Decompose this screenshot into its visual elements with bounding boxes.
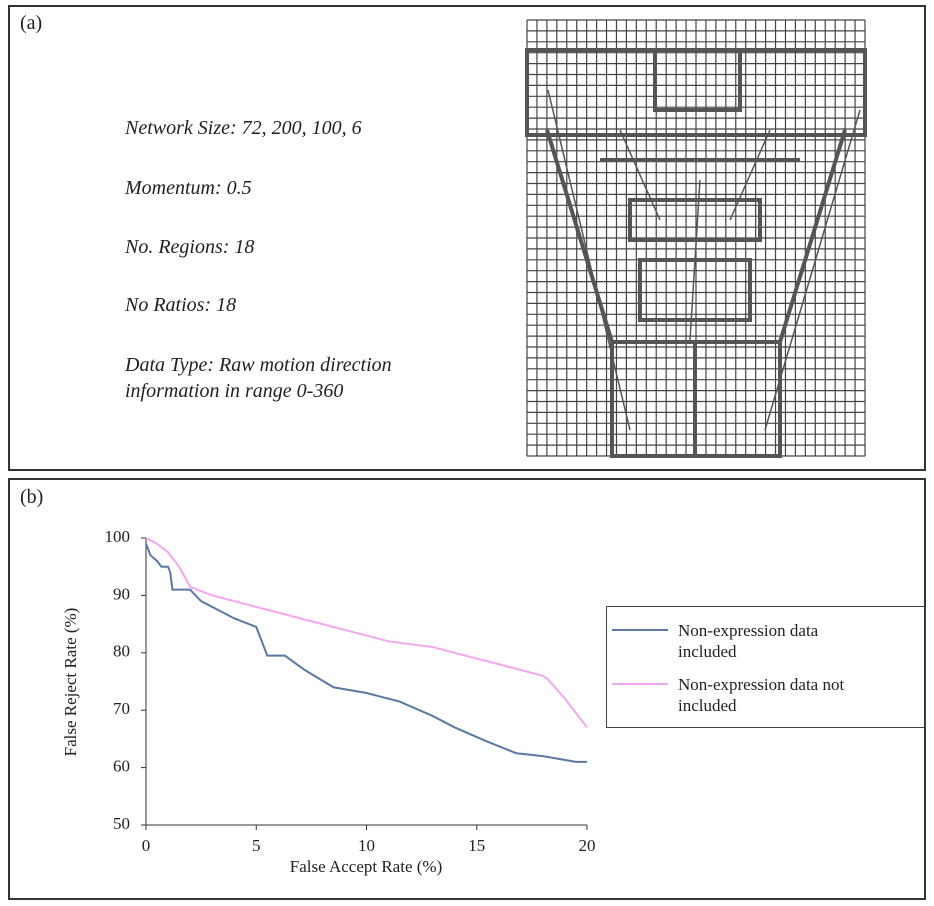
- region-outline: [545, 129, 847, 343]
- legend-label: Non-expression data included: [678, 621, 819, 661]
- region-outline: [525, 48, 867, 137]
- y-axis-title: False Reject Rate (%): [61, 608, 80, 757]
- parameter-text: Data Type: Raw motion direction informat…: [125, 354, 392, 402]
- panel-label: (a): [20, 12, 43, 34]
- x-tick-label: 0: [142, 836, 151, 855]
- y-tick-label: 50: [113, 814, 130, 833]
- y-tick-label: 80: [113, 642, 130, 661]
- parameter-text: No. Regions: 18: [125, 236, 255, 258]
- x-axis-title: False Accept Rate (%): [290, 857, 442, 876]
- x-tick-label: 5: [252, 836, 261, 855]
- region-arrow: [547, 89, 631, 431]
- series-line: [145, 537, 588, 729]
- y-tick-label: 90: [113, 584, 130, 603]
- x-tick-label: 20: [579, 836, 596, 855]
- panel-label: (b): [20, 486, 44, 508]
- x-tick-label: 15: [468, 836, 485, 855]
- region-outline: [600, 50, 800, 322]
- region-arrow: [764, 109, 861, 431]
- y-tick-label: 100: [105, 527, 131, 546]
- region-arrow: [619, 129, 661, 221]
- parameter-text: No Ratios: 18: [125, 294, 237, 316]
- parameter-text: Momentum: 0.5: [125, 177, 252, 199]
- legend-label: Non-expression data not included: [678, 675, 845, 715]
- panel-a-frame: [8, 5, 926, 471]
- region-arrow: [689, 179, 701, 341]
- y-tick-label: 60: [113, 757, 130, 776]
- x-tick-label: 10: [358, 836, 375, 855]
- region-arrow: [729, 129, 771, 221]
- legend-frame: [606, 606, 926, 728]
- parameter-text: Network Size: 72, 200, 100, 6: [125, 117, 362, 139]
- region-outline: [610, 340, 782, 458]
- series-line: [145, 543, 587, 763]
- y-tick-label: 70: [113, 699, 130, 718]
